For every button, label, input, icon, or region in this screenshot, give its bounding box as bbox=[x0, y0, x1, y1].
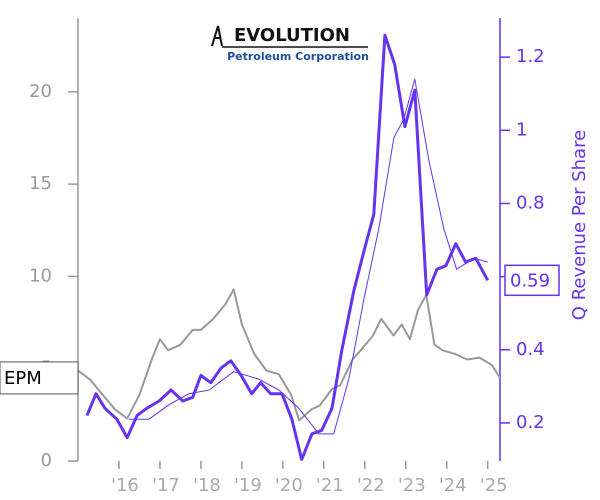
x-tick-label: '20 bbox=[275, 475, 303, 496]
series-line bbox=[85, 33, 490, 461]
y2-axis-label: Q Revenue Per Share bbox=[569, 130, 590, 320]
y2-tick-label: 0.4 bbox=[516, 339, 545, 360]
y2-tick-label: 0.8 bbox=[516, 192, 545, 213]
x-tick-label: '17 bbox=[152, 475, 180, 496]
x-tick-label: '24 bbox=[439, 475, 467, 496]
x-tick-label: '18 bbox=[193, 475, 221, 496]
x-tick-label: '23 bbox=[398, 475, 426, 496]
logo-mark bbox=[211, 25, 223, 47]
y-tick-label: 10 bbox=[29, 265, 52, 286]
y-tick-label: 0 bbox=[41, 450, 52, 471]
last-value-box bbox=[504, 264, 560, 297]
price-tag: EPM bbox=[4, 368, 42, 389]
logo-subtitle: Petroleum Corporation bbox=[227, 50, 369, 63]
y-tick-label: 15 bbox=[29, 173, 52, 194]
price-tag-box bbox=[0, 361, 79, 395]
x-tick-label: '25 bbox=[480, 475, 508, 496]
y-tick-label: 20 bbox=[29, 81, 52, 102]
x-tick-label: '16 bbox=[111, 475, 139, 496]
series-line bbox=[77, 288, 501, 422]
series-line bbox=[128, 78, 488, 435]
x-tick-label: '19 bbox=[234, 475, 262, 496]
x-tick-label: '21 bbox=[316, 475, 344, 496]
last-value-label: 0.59 bbox=[510, 270, 550, 291]
y2-tick-label: 1.2 bbox=[516, 46, 545, 67]
logo-title: EVOLUTION bbox=[234, 25, 350, 46]
x-tick-label: '22 bbox=[357, 475, 385, 496]
y2-tick-label: 1 bbox=[516, 119, 527, 140]
y2-tick-label: 0.2 bbox=[516, 412, 545, 433]
